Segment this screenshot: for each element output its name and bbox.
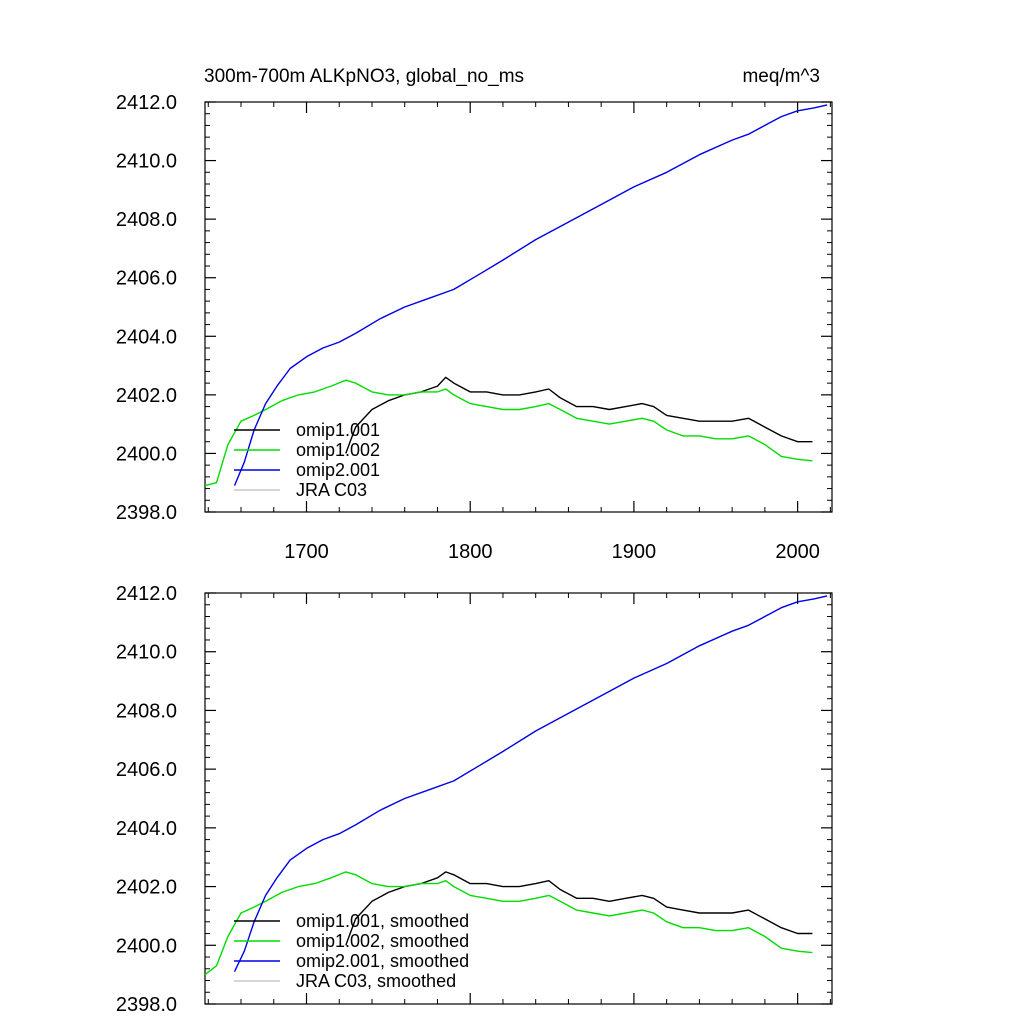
bottom-y-tick-label: 2404.0 <box>116 818 177 840</box>
top-legend-label: JRA C03 <box>296 480 367 500</box>
top-legend-label: omip1.002 <box>296 440 380 460</box>
bottom-y-tick-label: 2408.0 <box>116 700 177 722</box>
bottom-y-tick-label: 2400.0 <box>116 935 177 957</box>
bottom-series-line-2 <box>204 871 813 976</box>
bottom-legend-label: omip1.001, smoothed <box>296 911 469 931</box>
bottom-legend-label: omip1.002, smoothed <box>296 931 469 951</box>
bottom-series-line-3 <box>233 595 828 973</box>
bottom-plot-frame <box>204 592 833 1005</box>
top-x-tick-label: 1700 <box>284 541 329 563</box>
top-legend-label: omip2.001 <box>296 460 380 480</box>
top-y-tick-label: 2404.0 <box>116 326 177 348</box>
top-series-line-2 <box>204 379 813 487</box>
figure-title: 300m-700m ALKpNO3, global_no_ms <box>204 66 524 87</box>
top-plot-frame <box>204 101 833 513</box>
top-x-tick-label: 1900 <box>612 541 657 563</box>
bottom-y-tick-label: 2406.0 <box>116 759 177 781</box>
top-series-line-1 <box>345 376 813 454</box>
bottom-y-tick-label: 2412.0 <box>116 583 177 605</box>
bottom-legend-label: JRA C03, smoothed <box>296 971 456 991</box>
bottom-panel: 2398.0 2400.0 2402.0 2404.0 2406.0 2408.0 2410… <box>116 583 833 1016</box>
bottom-y-tick-label: 2410.0 <box>116 642 177 664</box>
top-y-tick-label: 2398.0 <box>116 502 177 524</box>
top-y-tick-label: 2410.0 <box>116 151 177 173</box>
top-y-tick-label: 2402.0 <box>116 385 177 407</box>
figure-units: meq/m^3 <box>742 66 820 87</box>
top-x-tick-label: 2000 <box>775 541 820 563</box>
top-x-tick-label: 1800 <box>448 541 493 563</box>
top-legend-label: omip1.001 <box>296 420 380 440</box>
top-y-tick-label: 2406.0 <box>116 268 177 290</box>
top-panel: 1700 1800 1900 2000 2398.0 2400.0 2402.0 2404.0… <box>116 92 833 563</box>
bottom-y-tick-label: 2398.0 <box>116 994 177 1016</box>
top-series-line-3 <box>233 104 828 486</box>
top-y-tick-label: 2412.0 <box>116 92 177 114</box>
top-y-tick-label: 2408.0 <box>116 209 177 231</box>
bottom-y-tick-label: 2402.0 <box>116 877 177 899</box>
top-y-tick-label: 2400.0 <box>116 443 177 465</box>
bottom-legend-label: omip2.001, smoothed <box>296 951 469 971</box>
bottom-series-line-1 <box>345 871 813 946</box>
